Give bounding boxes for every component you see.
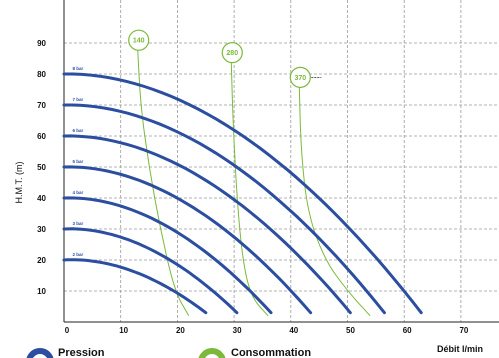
pressure-curve-label: 8 bar (73, 66, 84, 71)
x-tick-label: 20 (176, 326, 185, 335)
consumption-bubble-label: 280 (226, 50, 238, 57)
x-axis-label: Débit l/min (437, 344, 483, 354)
legend-pressure-label: Pression (58, 347, 105, 358)
y-tick-label: 30 (37, 225, 46, 234)
consumption-curve-280 (230, 61, 269, 317)
pressure-curve-4-bar (62, 196, 273, 315)
legend-consumption-icon (198, 348, 226, 358)
x-tick-label: 50 (346, 326, 355, 335)
pressure-curve-label: 2 bar (73, 252, 84, 257)
pressure-curve-label: 3 bar (73, 221, 84, 226)
y-axis-label: H.M.T. (m) (14, 162, 24, 204)
consumption-curve-140 (137, 49, 190, 317)
pressure-curve-6-bar (62, 134, 352, 315)
legend-consumption-label: Consommation (231, 347, 311, 358)
consumption-bubble (289, 66, 311, 89)
y-tick-label: 90 (37, 39, 46, 48)
y-tick-label: 70 (37, 101, 46, 110)
pressure-curve-label: 6 bar (73, 128, 84, 133)
x-tick-label: 10 (119, 326, 128, 335)
x-tick-label: 0 (65, 326, 70, 335)
x-tick-label: 40 (289, 326, 298, 335)
pressure-curve-2-bar (62, 258, 208, 315)
y-tick-label: 40 (37, 194, 46, 203)
y-tick-label: 60 (37, 132, 46, 141)
pressure-curve-5-bar (62, 165, 313, 315)
pressure-curve-3-bar (62, 227, 239, 315)
pressure-curve-label: 4 bar (73, 190, 84, 195)
pressure-curve-7-bar (62, 103, 386, 315)
legend-pressure-icon (26, 348, 54, 358)
consumption-curve-370 (298, 86, 371, 317)
consumption-bubble-label: 370 (294, 75, 306, 82)
pressure-curve-label: 7 bar (73, 97, 84, 102)
y-tick-label: 10 (37, 287, 46, 296)
consumption-bubble-label: 140 (133, 38, 145, 45)
consumption-bubble (221, 41, 243, 64)
y-tick-label: 20 (37, 256, 46, 265)
x-tick-label: 70 (459, 326, 468, 335)
pressure-curve-8-bar (62, 72, 423, 315)
y-tick-label: 80 (37, 70, 46, 79)
y-tick-label: 50 (37, 163, 46, 172)
x-tick-label: 30 (233, 326, 242, 335)
pressure-curve-label: 5 bar (73, 159, 84, 164)
consumption-bubble (128, 29, 150, 51)
x-tick-label: 60 (403, 326, 412, 335)
